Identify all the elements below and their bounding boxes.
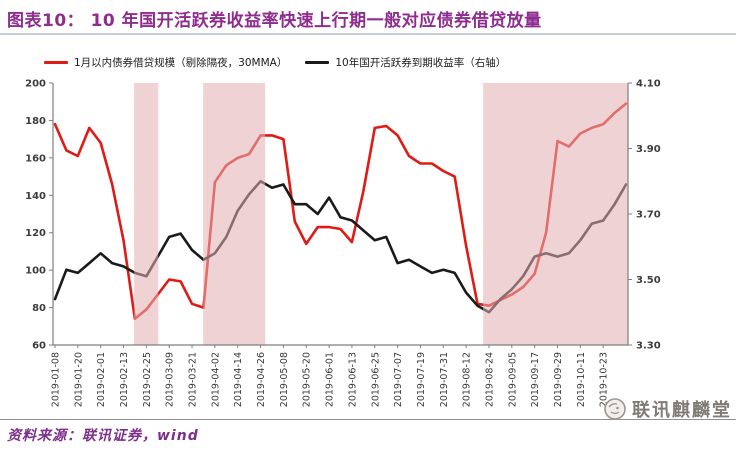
x-axis-label: 2019-06-01 bbox=[325, 352, 336, 407]
yield-line-swatch bbox=[305, 61, 330, 64]
x-axis-label: 2019-07-07 bbox=[393, 352, 404, 407]
left-axis-label: 60 bbox=[32, 341, 46, 352]
chart-legend: 1月以内债券借贷规模（剔除隔夜，30MMA） 10年国开活跃券到期收益率（右轴） bbox=[44, 55, 506, 70]
x-axis-label: 2019-04-14 bbox=[233, 352, 244, 407]
chart-title: 图表10： 10 年国开活跃券收益率快速上行期一般对应债券借贷放量 bbox=[7, 11, 542, 31]
right-axis-label: 4.10 bbox=[636, 79, 661, 90]
yield-uptrend-highlight-band bbox=[134, 83, 159, 345]
x-axis-label: 2019-02-13 bbox=[119, 352, 130, 407]
x-axis-label: 2019-07-19 bbox=[416, 352, 427, 407]
left-axis-label: 140 bbox=[25, 191, 46, 202]
lending-line-swatch bbox=[44, 61, 68, 64]
x-axis-label: 2019-07-31 bbox=[439, 352, 450, 407]
x-axis-label: 2019-06-25 bbox=[370, 352, 381, 407]
x-axis-label: 2019-05-08 bbox=[279, 352, 290, 407]
x-axis-label: 2019-06-13 bbox=[347, 352, 358, 407]
x-axis-label: 2019-01-08 bbox=[51, 352, 62, 407]
x-axis-label: 2019-09-17 bbox=[530, 352, 541, 407]
x-axis-label: 2019-09-05 bbox=[507, 352, 518, 407]
x-axis-label: 2019-08-12 bbox=[462, 352, 473, 407]
left-axis-label: 200 bbox=[25, 79, 46, 90]
x-axis-label: 2019-03-09 bbox=[165, 352, 176, 407]
legend-label-lending-scale: 1月以内债券借贷规模（剔除隔夜，30MMA） bbox=[74, 57, 288, 69]
yield-uptrend-highlight-band bbox=[203, 83, 266, 345]
x-axis-label: 2019-04-26 bbox=[256, 352, 267, 407]
x-axis-label: 2019-09-29 bbox=[553, 352, 564, 407]
left-axis-label: 180 bbox=[25, 116, 46, 127]
title-divider bbox=[0, 33, 736, 35]
x-axis-label: 2019-01-20 bbox=[73, 352, 84, 407]
footer-divider bbox=[0, 419, 736, 420]
right-axis-label: 3.30 bbox=[636, 341, 661, 352]
left-axis-label: 100 bbox=[25, 266, 46, 277]
kirin-icon bbox=[604, 398, 626, 420]
x-axis-label: 2019-03-21 bbox=[188, 352, 199, 407]
x-axis-label: 2019-10-11 bbox=[576, 352, 587, 407]
left-axis-label: 80 bbox=[32, 303, 46, 314]
legend-item-lending-scale: 1月以内债券借贷规模（剔除隔夜，30MMA） bbox=[44, 55, 287, 70]
right-axis-label: 3.90 bbox=[636, 144, 661, 155]
left-axis-label: 160 bbox=[25, 153, 46, 164]
legend-label-yield: 10年国开活跃券到期收益率（右轴） bbox=[335, 57, 507, 69]
left-axis-label: 120 bbox=[25, 228, 46, 239]
x-axis-label: 2019-08-24 bbox=[484, 352, 495, 407]
x-axis-label: 2019-02-25 bbox=[142, 352, 153, 407]
brand-logo: 联讯麒麟堂 bbox=[603, 396, 732, 422]
brand-logo-text: 联讯麒麟堂 bbox=[632, 400, 732, 421]
legend-item-yield: 10年国开活跃券到期收益率（右轴） bbox=[305, 55, 506, 70]
chart-canvas: 200 180 160 140 120 100 80 60 4.10 3.90 3.70 3.50 3.… bbox=[25, 79, 661, 408]
yield-uptrend-highlight-band bbox=[483, 83, 628, 345]
x-axis-label: 2019-10-23 bbox=[599, 352, 610, 407]
dual-axis-line-chart: 200 180 160 140 120 100 80 60 4.10 3.90 3.70 3.50 3.… bbox=[0, 75, 736, 415]
x-axis-label: 2019-04-02 bbox=[210, 352, 221, 407]
source-note: 资料来源：联讯证券，wind bbox=[7, 428, 199, 444]
right-axis-label: 3.50 bbox=[636, 275, 661, 286]
right-axis-label: 3.70 bbox=[636, 210, 661, 221]
x-axis-label: 2019-05-20 bbox=[302, 352, 313, 407]
x-axis-label: 2019-02-01 bbox=[96, 352, 107, 407]
